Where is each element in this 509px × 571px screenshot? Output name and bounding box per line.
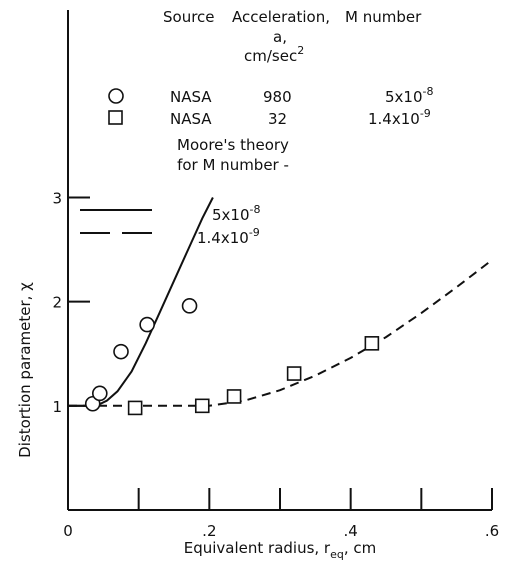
x-tick-label: .6 xyxy=(485,522,499,540)
legend-row1-acceleration: 980 xyxy=(263,88,292,106)
data-point-square xyxy=(364,336,380,351)
theory-curves xyxy=(68,197,493,407)
legend-square-marker xyxy=(108,110,123,125)
data-point-circle xyxy=(113,343,129,360)
legend-row1-source: NASA xyxy=(170,88,212,106)
legend-row1-mnumber: 5x10-8 xyxy=(385,85,433,106)
legend-header-mnumber: M number xyxy=(345,8,422,26)
x-tick-label: 0 xyxy=(63,522,73,540)
y-tick-label: 3 xyxy=(52,190,62,208)
legend-row2-source: NASA xyxy=(170,110,212,128)
legend: Source Acceleration, M number a, cm/sec2… xyxy=(80,8,433,247)
data-point-circle xyxy=(181,298,198,314)
ticks: 0 .2 .4 .6 1 2 3 xyxy=(52,190,499,541)
data-point-square xyxy=(127,400,143,416)
data-point-square xyxy=(226,389,242,404)
legend-header-acceleration: Acceleration, xyxy=(232,8,330,26)
legend-circle-marker xyxy=(108,88,124,104)
legend-solid-label: 5x10-8 xyxy=(212,203,260,224)
x-tick-label: .2 xyxy=(202,522,216,540)
y-axis-label: Distortion parameter, χ xyxy=(16,282,34,458)
data-point-circle xyxy=(92,385,108,402)
data-point-circle xyxy=(139,316,155,333)
y-tick-label: 1 xyxy=(52,398,62,416)
legend-header-acceleration-symbol: a, xyxy=(273,28,287,46)
legend-theory-title-2: for M number - xyxy=(177,156,289,174)
legend-row2-mnumber: 1.4x10-9 xyxy=(368,107,431,128)
y-tick-label: 2 xyxy=(52,294,62,312)
legend-row2-acceleration: 32 xyxy=(268,110,287,128)
data-point-square xyxy=(194,398,210,414)
legend-dashed-label: 1.4x10-9 xyxy=(197,226,260,247)
data-point-square xyxy=(286,366,302,381)
legend-header-source: Source xyxy=(163,8,215,26)
theory-curve-solid xyxy=(68,197,214,407)
legend-theory-title-1: Moore's theory xyxy=(177,136,289,154)
data-points xyxy=(84,298,380,416)
x-axis-label: Equivalent radius, req, cm xyxy=(184,539,377,561)
x-tick-label: .4 xyxy=(344,522,358,540)
theory-curve-dashed xyxy=(68,259,493,407)
legend-header-acceleration-unit: cm/sec2 xyxy=(244,44,304,65)
